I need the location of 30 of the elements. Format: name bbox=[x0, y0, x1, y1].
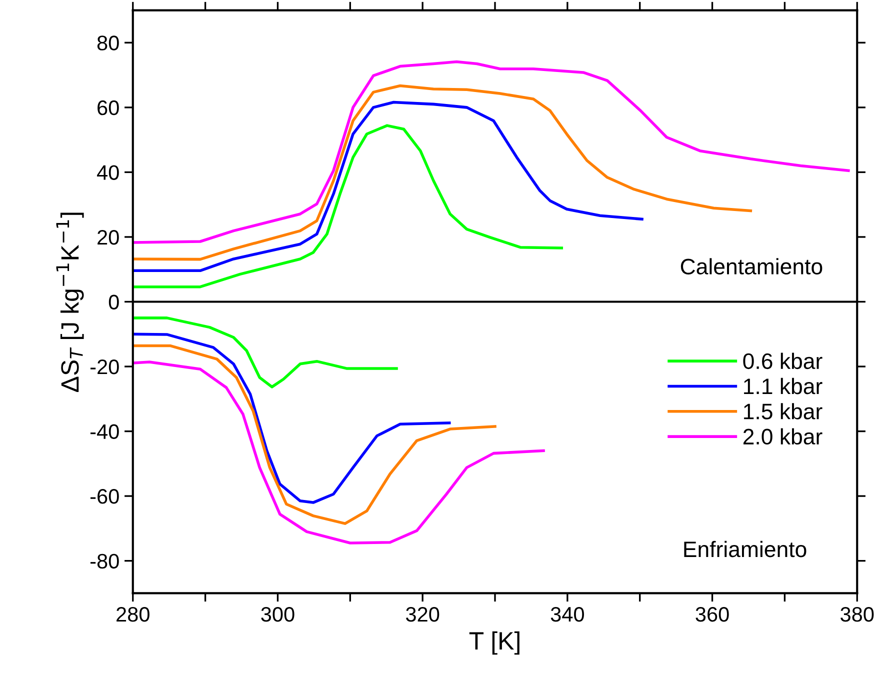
legend-label: 2.0 kbar bbox=[743, 428, 822, 445]
annotation: Enfriamiento bbox=[684, 540, 806, 558]
line-series bbox=[132, 316, 398, 388]
y-tick-label: -60 bbox=[90, 489, 119, 504]
y-tick-label: 60 bbox=[98, 100, 119, 116]
x-tick-label: 320 bbox=[406, 606, 440, 622]
line-series bbox=[132, 60, 850, 244]
x-tick-label: 340 bbox=[550, 606, 584, 622]
y-tick-label: 40 bbox=[96, 165, 119, 180]
line-series bbox=[132, 344, 496, 525]
y-tick-label: -80 bbox=[90, 554, 119, 569]
y-tick-label: 80 bbox=[97, 36, 119, 50]
legend-label: 1.5 kbar bbox=[744, 403, 822, 420]
y-tick-label: 20 bbox=[98, 230, 119, 245]
x-axis-title: T [K] bbox=[469, 631, 520, 655]
line-series bbox=[132, 100, 644, 272]
y-tick-label: 0 bbox=[108, 294, 119, 310]
x-tick-label: 360 bbox=[696, 606, 729, 622]
legend-label: 0.6 kbar bbox=[743, 352, 822, 370]
y-tick-label: -20 bbox=[90, 360, 119, 374]
line-series bbox=[132, 360, 545, 544]
x-tick-label: 280 bbox=[116, 606, 150, 622]
y-tick-label: -40 bbox=[90, 424, 119, 440]
y-axis-title: ΔS$_{T}$ [J kg$^{−1}$K$^{−1}$] bbox=[56, 212, 84, 392]
line-series bbox=[132, 124, 564, 288]
x-tick-label: 300 bbox=[261, 606, 294, 622]
annotation: Calentamiento bbox=[680, 258, 822, 274]
legend-label: 1.1 kbar bbox=[744, 378, 822, 394]
line-series bbox=[132, 332, 451, 504]
x-tick-label: 380 bbox=[840, 606, 874, 622]
